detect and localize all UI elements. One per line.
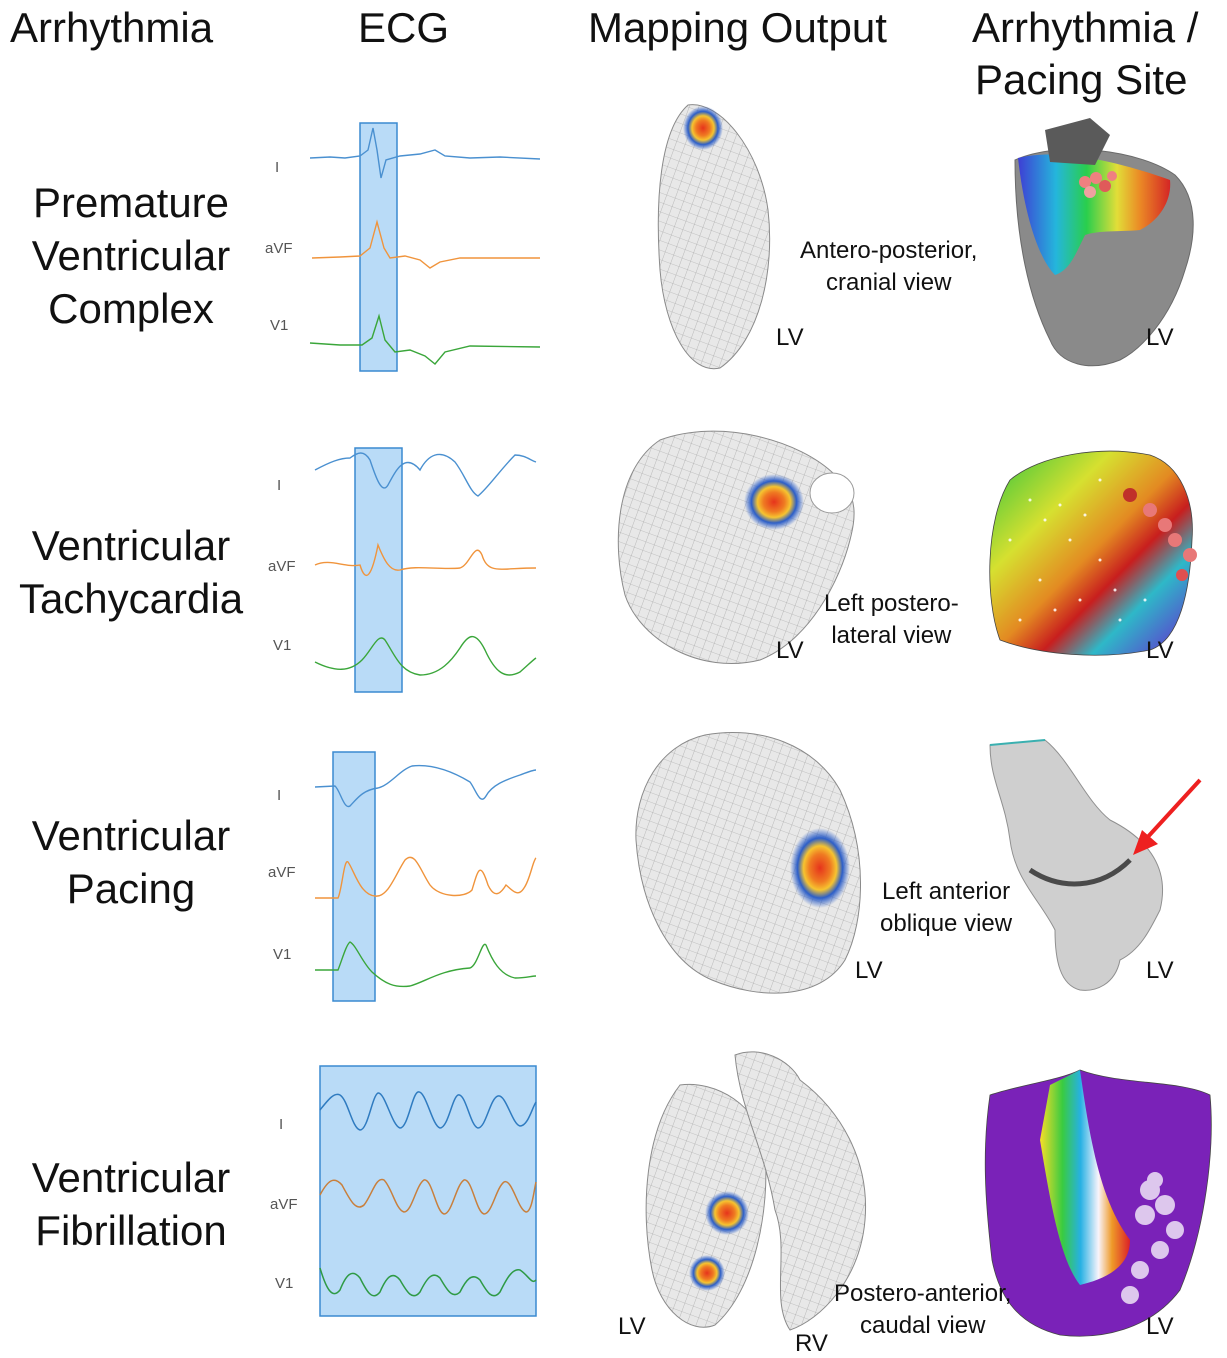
header-arrhythmia: Arrhythmia [10,4,214,51]
site-map-vf [984,1069,1212,1337]
view-label-line: Antero-posterior, [800,237,978,264]
ecg-trace-I [309,127,541,179]
lead-label-V1: V1 [273,946,291,963]
ecg-trace-I [314,452,537,497]
arrow-indicator [1143,778,1202,842]
ecg-trace-aVF [314,542,537,577]
ablation-point [1123,488,1137,502]
row-title-line: Fibrillation [35,1207,227,1254]
view-label-pvc: Antero-posterior, cranial view [800,235,977,299]
lead-label-I: I [279,1116,283,1133]
row-title-line: Ventricular [31,1154,231,1201]
activation-hotspot [705,1191,749,1235]
ablation-point [1158,518,1172,532]
lead-label-V1: V1 [275,1275,293,1292]
ecg-trace-V1 [314,635,537,676]
site-map-pvc [1014,118,1194,367]
lead-label-V1: V1 [273,637,291,654]
view-label-line: Left postero- [824,590,959,617]
ablation-point [1143,503,1157,517]
mapping-mesh-vf [645,1051,867,1331]
row-title-line: Complex [48,285,214,332]
row-title-pacing: Ventricular Pacing [0,809,262,915]
view-label-line: oblique view [880,910,1013,937]
mapping-chamber-label-rv: RV [795,1330,828,1357]
view-label-line: lateral view [831,622,952,649]
catheter-model [1028,858,1132,887]
site-chamber-label: LV [1146,957,1174,984]
row-title-line: Ventricular [31,232,231,279]
ablation-point [1090,172,1102,184]
activation-hotspot [689,1255,725,1291]
ecg-trace-I [319,1091,537,1131]
lead-label-aVF: aVF [270,1196,298,1213]
site-chamber-label: LV [1146,1313,1174,1340]
ablation-point [1099,180,1111,192]
site-map-vt [989,450,1197,656]
row-title-line: Ventricular [31,812,231,859]
ecg-trace-V1 [309,313,541,365]
ecg-trace-I [314,764,537,808]
lead-label-I: I [275,159,279,176]
mapping-mesh-pacing [635,731,861,994]
view-label-vt: Left postero- lateral view [824,588,959,652]
ecg-trace-V1 [319,1267,537,1297]
ablation-point [1183,548,1197,562]
ablation-cluster [1121,1172,1184,1304]
ablation-point [1107,171,1117,181]
row-title-vf: Ventricular Fibrillation [0,1151,262,1257]
header-ecg: ECG [358,4,450,51]
activation-hotspot [683,106,723,150]
view-label-line: Left anterior [882,878,1011,905]
lead-label-I: I [277,787,281,804]
view-label-vf: Postero-anterior, caudal view [834,1278,1011,1342]
view-label-line: cranial view [826,269,952,296]
lead-label-V1: V1 [270,317,288,334]
view-label-pacing: Left anterior oblique view [880,876,1012,940]
mapping-chamber-label-lv: LV [618,1313,646,1340]
row-title-line: Ventricular [31,522,231,569]
sample-points [1008,478,1147,622]
rv-mesh [734,1051,867,1331]
lead-label-aVF: aVF [265,240,293,257]
site-map-pacing [989,739,1202,991]
mapping-chamber-label: LV [776,324,804,351]
row-title-line: Premature [32,179,230,226]
mapping-chamber-label: LV [855,957,883,984]
row-title-pvc: Premature Ventricular Complex [0,176,262,335]
activation-hotspot [790,828,850,908]
view-label-line: caudal view [860,1312,986,1339]
valve-opening [809,472,855,514]
ecg-trace-aVF [319,1178,537,1215]
ecg-trace-aVF [315,856,537,899]
row-title-line: Tachycardia [18,575,244,622]
row-title-line: Pacing [66,865,196,912]
lead-label-aVF: aVF [268,864,296,881]
header-site-line2: Pacing Site [975,56,1188,103]
row-title-vt: Ventricular Tachycardia [0,519,262,625]
header-site-line1: Arrhythmia / [972,4,1199,51]
arrow-indicator-head [1133,830,1158,855]
mapping-chamber-label: LV [776,637,804,664]
header-mapping-output: Mapping Output [588,4,887,51]
mapping-mesh-vt [617,430,855,664]
lead-label-aVF: aVF [268,558,296,575]
lead-label-I: I [277,477,281,494]
view-label-line: Postero-anterior, [834,1280,1012,1307]
mapping-mesh-pvc [657,104,771,370]
ecg-trace-aVF [311,219,540,269]
ablation-point [1079,176,1091,188]
activation-hotspot [744,474,804,530]
ablation-point [1176,569,1188,581]
site-chamber-label: LV [1146,324,1174,351]
ecg-trace-V1 [315,941,537,988]
site-chamber-label: LV [1146,637,1174,664]
ablation-point [1168,533,1182,547]
ablation-point [1084,186,1096,198]
catheter-model [1045,118,1110,165]
